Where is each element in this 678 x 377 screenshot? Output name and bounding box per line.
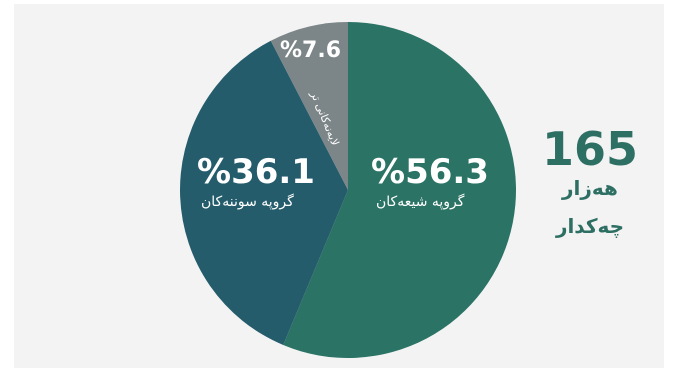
slice-sunni-percent: %36.1	[197, 152, 315, 192]
pie-slices	[180, 22, 516, 358]
slice-sunni-label: گروپە سوننەکان	[201, 194, 294, 210]
total-number: 165	[541, 122, 639, 176]
total-unit-line1: هەزار	[562, 176, 618, 200]
slice-shia-label: گروپە شیعەکان	[376, 194, 465, 210]
chart-area: %56.3 گروپە شیعەکان %36.1 گروپە سوننەکان…	[14, 4, 664, 368]
total-unit-line2: چەکدار	[555, 214, 625, 238]
pie-slice-shia	[283, 22, 516, 358]
slice-shia-percent: %56.3	[371, 152, 489, 192]
slice-others-percent: %7.6	[280, 38, 342, 63]
pie-slice-sunni	[180, 40, 348, 346]
pie-slice-others	[270, 22, 348, 190]
pie-chart	[180, 22, 516, 358]
